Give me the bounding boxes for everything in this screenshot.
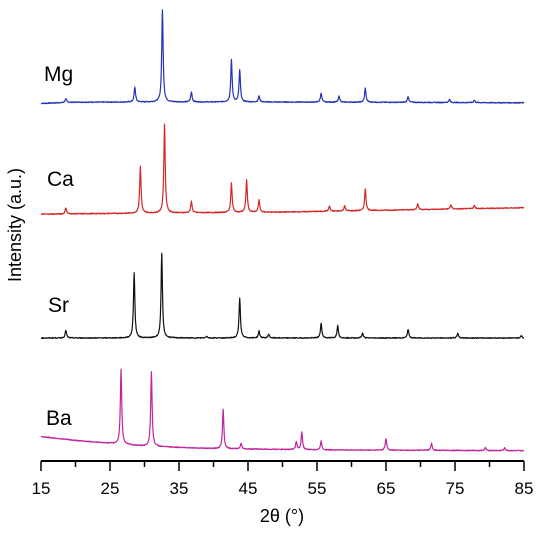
series-line-ca [40, 123, 525, 216]
x-axis: 15 25 35 45 55 65 75 85 [32, 460, 534, 498]
series-line-mg [40, 9, 525, 105]
x-tick-label: 25 [101, 479, 120, 498]
y-axis-title: Intensity (a.u.) [5, 168, 25, 282]
series-labels: Mg Ca Sr Ba [44, 63, 74, 430]
series-line-sr [40, 252, 525, 340]
x-axis-title: 2θ (°) [260, 506, 304, 526]
series-traces [40, 9, 525, 452]
series-label-mg: Mg [44, 63, 73, 86]
x-tick-label: 65 [377, 479, 396, 498]
x-tick-label: 45 [239, 479, 258, 498]
x-tick-label: 15 [32, 479, 51, 498]
x-tick-label: 85 [515, 479, 534, 498]
series-label-ba: Ba [46, 407, 72, 430]
series-line-ba [40, 368, 525, 452]
x-tick-label: 75 [446, 479, 465, 498]
x-ticks: 15 25 35 45 55 65 75 85 [32, 461, 534, 498]
x-tick-label: 55 [308, 479, 327, 498]
series-label-ca: Ca [47, 168, 74, 191]
series-label-sr: Sr [48, 294, 69, 317]
x-tick-label: 35 [170, 479, 189, 498]
